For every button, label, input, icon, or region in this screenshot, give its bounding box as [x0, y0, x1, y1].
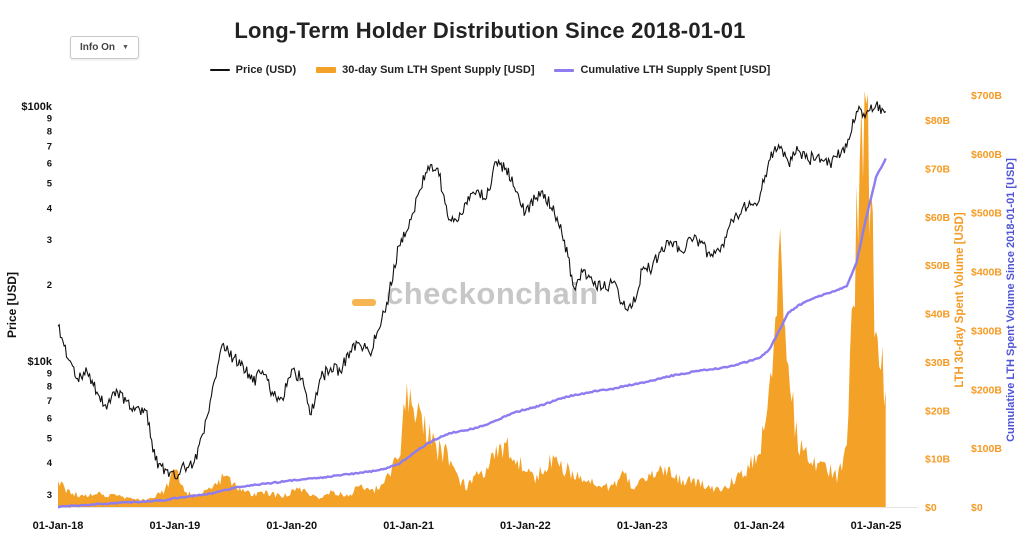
- x-axis-tick-label: 01-Jan-20: [266, 520, 317, 532]
- cumulative-axis-tick-label: $700B: [971, 90, 1002, 102]
- legend-item-cumulative[interactable]: Cumulative LTH Supply Spent [USD]: [554, 64, 770, 76]
- price-tick-label: 8: [47, 381, 52, 392]
- legend-label-price: Price (USD): [235, 64, 297, 76]
- info-dropdown-button[interactable]: Info On ▼: [70, 36, 139, 59]
- spent-axis-tick-label: $80B: [925, 115, 951, 127]
- price-tick-label: 4: [47, 458, 53, 469]
- price-tick-label: 6: [47, 159, 52, 170]
- cumulative-line-series: [58, 158, 887, 509]
- legend-item-price[interactable]: Price (USD): [209, 64, 297, 76]
- cumulative-axis-tick-label: $600B: [971, 149, 1002, 161]
- spent-axis-tick-label: $0: [925, 502, 937, 514]
- spent-axis-tick-label: $70B: [925, 163, 951, 175]
- price-tick-label: $10k: [28, 356, 53, 368]
- watermark-logo-dash: [352, 298, 376, 306]
- lth-spent-area-series: [58, 91, 886, 507]
- x-axis-tick-label: 01-Jan-25: [851, 520, 902, 532]
- price-tick-label: 3: [47, 235, 52, 246]
- price-tick-label: 5: [47, 179, 53, 190]
- price-tick-label: 6: [47, 413, 52, 424]
- x-axis-tick-label: 01-Jan-23: [617, 520, 668, 532]
- price-tick-label: 9: [47, 114, 52, 125]
- legend-label-cumulative: Cumulative LTH Supply Spent [USD]: [580, 64, 771, 76]
- lth-spent-area-swatch: [316, 67, 337, 73]
- cumulative-axis-tick-label: $500B: [971, 208, 1002, 220]
- spent-axis-tick-label: $10B: [925, 454, 951, 466]
- spent-axis-tick-label: $50B: [925, 260, 951, 272]
- price-tick-label: 2: [47, 280, 52, 291]
- x-axis-tick-label: 01-Jan-18: [33, 520, 84, 532]
- cumulative-axis-title: Cumulative LTH Spent Volume Since 2018-0…: [1005, 158, 1017, 442]
- watermark: checkonchain: [352, 276, 599, 312]
- price-tick-label: $100k: [21, 101, 52, 113]
- cumulative-axis-tick-label: $100B: [971, 443, 1002, 455]
- spent-axis-tick-label: $60B: [925, 212, 951, 224]
- watermark-text: checkonchain: [386, 276, 599, 312]
- legend-label-lth-spent: 30-day Sum LTH Spent Supply [USD]: [342, 64, 535, 76]
- price-line-swatch: [209, 69, 230, 71]
- chart-title: Long-Term Holder Distribution Since 2018…: [234, 18, 746, 43]
- legend: Price (USD) 30-day Sum LTH Spent Supply …: [0, 64, 980, 76]
- spent-axis-tick-label: $20B: [925, 405, 951, 417]
- spent-axis-tick-label: $40B: [925, 309, 951, 321]
- price-tick-label: 8: [47, 127, 52, 138]
- x-axis-tick-label: 01-Jan-22: [500, 520, 551, 532]
- price-tick-label: 9: [47, 368, 52, 379]
- price-line-series: [57, 101, 887, 480]
- cumulative-axis-tick-label: $400B: [971, 267, 1002, 279]
- spent-axis-tick-label: $30B: [925, 357, 951, 369]
- price-axis-title: Price [USD]: [5, 272, 19, 338]
- caret-down-icon: ▼: [122, 44, 129, 51]
- price-tick-label: 4: [47, 203, 53, 214]
- cumulative-axis-tick-label: $0: [971, 502, 983, 514]
- price-tick-label: 3: [47, 490, 52, 501]
- price-tick-label: 5: [47, 433, 53, 444]
- spent-axis-title: LTH 30-day Spent Volume [USD]: [954, 212, 966, 387]
- price-tick-label: 7: [47, 141, 52, 152]
- x-axis-tick-label: 01-Jan-21: [383, 520, 434, 532]
- x-axis-tick-label: 01-Jan-24: [734, 520, 786, 532]
- legend-item-lth-spent[interactable]: 30-day Sum LTH Spent Supply [USD]: [316, 64, 534, 76]
- info-button-label: Info On: [80, 42, 115, 53]
- cumulative-line-swatch: [554, 68, 575, 72]
- cumulative-axis-tick-label: $300B: [971, 325, 1002, 337]
- x-axis-tick-label: 01-Jan-19: [149, 520, 200, 532]
- price-tick-label: 7: [47, 396, 52, 407]
- cumulative-axis-tick-label: $200B: [971, 384, 1002, 396]
